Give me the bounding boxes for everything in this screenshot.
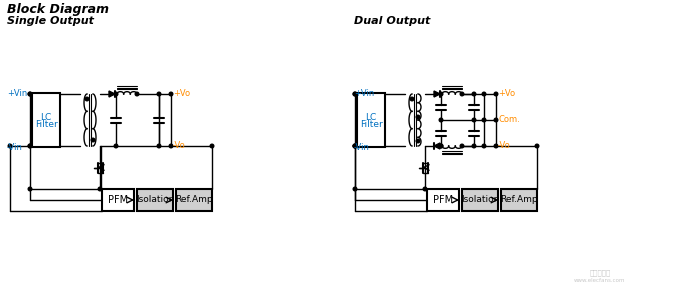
- Circle shape: [416, 139, 420, 143]
- Circle shape: [114, 92, 118, 96]
- Text: +Vo: +Vo: [498, 88, 515, 98]
- Circle shape: [494, 92, 497, 96]
- Circle shape: [85, 97, 89, 101]
- Text: PFM: PFM: [433, 195, 453, 205]
- Circle shape: [460, 92, 464, 96]
- Circle shape: [439, 144, 443, 148]
- Circle shape: [353, 144, 357, 148]
- Polygon shape: [434, 91, 440, 97]
- Circle shape: [135, 92, 138, 96]
- Text: PFM: PFM: [108, 195, 128, 205]
- Circle shape: [8, 144, 12, 148]
- Circle shape: [353, 92, 357, 96]
- Circle shape: [210, 144, 214, 148]
- Circle shape: [482, 144, 486, 148]
- Circle shape: [494, 118, 497, 122]
- Text: Com.: Com.: [498, 114, 520, 123]
- Bar: [102, 189, 134, 211]
- Bar: [137, 189, 173, 211]
- Circle shape: [169, 92, 173, 96]
- Bar: [357, 93, 385, 147]
- Circle shape: [353, 144, 357, 148]
- Circle shape: [353, 187, 357, 191]
- Circle shape: [472, 118, 476, 122]
- Text: +Vin: +Vin: [7, 88, 28, 98]
- Text: +Vin: +Vin: [354, 88, 374, 98]
- Circle shape: [99, 187, 102, 191]
- Text: +Vo: +Vo: [173, 88, 190, 98]
- Circle shape: [28, 144, 32, 148]
- Text: Isolation: Isolation: [136, 196, 174, 205]
- Text: Filter: Filter: [360, 119, 382, 128]
- Text: -Vo: -Vo: [498, 141, 511, 150]
- Text: -Vin: -Vin: [354, 143, 370, 151]
- Text: Filter: Filter: [34, 119, 57, 128]
- Circle shape: [353, 92, 357, 96]
- Circle shape: [169, 144, 173, 148]
- Text: www.elecfans.com: www.elecfans.com: [574, 278, 626, 283]
- Text: LC: LC: [365, 113, 377, 121]
- Circle shape: [482, 92, 486, 96]
- Text: LC: LC: [41, 113, 52, 121]
- Bar: [501, 189, 537, 211]
- Circle shape: [439, 118, 443, 122]
- Text: 电子发烧友: 电子发烧友: [589, 269, 610, 275]
- Circle shape: [494, 144, 497, 148]
- Circle shape: [416, 115, 420, 119]
- Polygon shape: [434, 143, 440, 149]
- Bar: [427, 189, 459, 211]
- Circle shape: [157, 92, 161, 96]
- Text: Ref.Amp: Ref.Amp: [175, 196, 213, 205]
- Circle shape: [28, 92, 32, 96]
- Bar: [32, 93, 60, 147]
- Text: -Vin: -Vin: [7, 143, 23, 151]
- Circle shape: [91, 138, 95, 142]
- Circle shape: [28, 187, 32, 191]
- Text: Isolation: Isolation: [461, 196, 500, 205]
- Bar: [176, 189, 212, 211]
- Polygon shape: [109, 91, 115, 97]
- Text: Dual Output: Dual Output: [354, 16, 431, 26]
- Circle shape: [423, 187, 426, 191]
- Circle shape: [439, 144, 443, 148]
- Circle shape: [157, 144, 161, 148]
- Circle shape: [439, 92, 443, 96]
- Text: Single Output: Single Output: [7, 16, 94, 26]
- Circle shape: [114, 144, 118, 148]
- Bar: [462, 189, 498, 211]
- Circle shape: [535, 144, 539, 148]
- Circle shape: [28, 144, 32, 148]
- Circle shape: [28, 92, 32, 96]
- Text: -Vo: -Vo: [173, 141, 186, 150]
- Circle shape: [482, 118, 486, 122]
- Text: Block Diagram: Block Diagram: [7, 3, 109, 16]
- Text: Ref.Amp: Ref.Amp: [500, 196, 538, 205]
- Circle shape: [472, 92, 476, 96]
- Circle shape: [460, 144, 464, 148]
- Circle shape: [353, 144, 357, 148]
- Circle shape: [472, 144, 476, 148]
- Circle shape: [410, 97, 414, 101]
